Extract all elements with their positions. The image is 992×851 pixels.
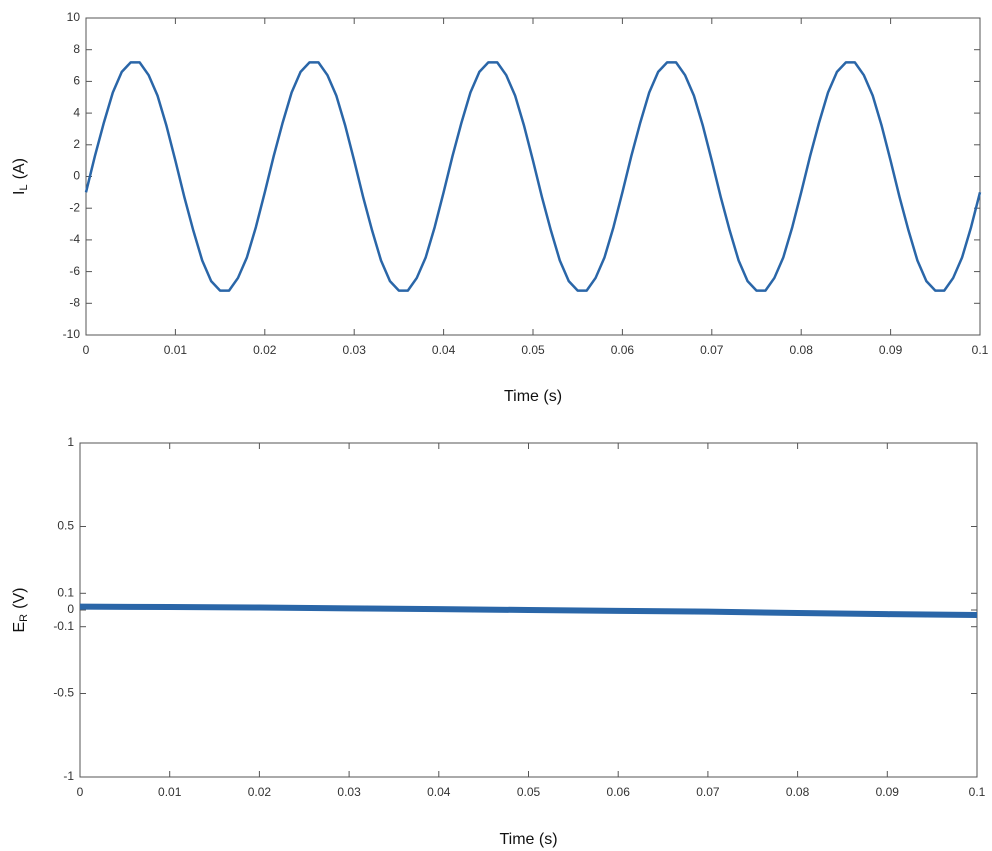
x-tick-label: 0.05 — [521, 343, 545, 357]
x-tick-label: 0.02 — [248, 785, 272, 799]
y-tick-label: -1 — [63, 769, 74, 783]
y-axis-label: IL (A) — [11, 158, 30, 195]
y-axis-label-main: I — [11, 191, 28, 195]
x-tick-label: 0.08 — [786, 785, 810, 799]
y-tick-label: -8 — [69, 295, 80, 309]
x-tick-label: 0.08 — [790, 343, 814, 357]
y-axis-label-unit: (A) — [11, 158, 28, 179]
data-line — [79, 603, 978, 619]
x-axis-label: Time (s) — [504, 388, 562, 405]
y-tick-label: 2 — [73, 137, 80, 151]
x-tick-label: 0.1 — [969, 785, 986, 799]
x-tick-label: 0 — [83, 343, 90, 357]
y-tick-label: -10 — [63, 327, 81, 341]
x-tick-label: 0.01 — [164, 343, 188, 357]
x-tick-label: 0.04 — [427, 785, 451, 799]
y-tick-label: 0.1 — [57, 585, 74, 599]
x-tick-label: 0 — [77, 785, 84, 799]
x-tick-label: 0.01 — [158, 785, 182, 799]
y-tick-label: 1 — [67, 435, 74, 449]
x-tick-label: 0.06 — [611, 343, 635, 357]
y-tick-label: 8 — [73, 42, 80, 56]
y-tick-label: -0.1 — [53, 619, 74, 633]
x-tick-label: 0.09 — [879, 343, 903, 357]
x-tick-label: 0.1 — [972, 343, 989, 357]
y-tick-label: -6 — [69, 264, 80, 278]
y-tick-label: -0.5 — [53, 686, 74, 700]
x-axis-label: Time (s) — [499, 831, 557, 848]
x-tick-label: 0.06 — [607, 785, 631, 799]
y-axis-label: ER (V) — [11, 588, 30, 633]
y-axis-label-sub: R — [18, 614, 30, 622]
y-axis-label-unit: (V) — [11, 588, 28, 609]
y-tick-label: -2 — [69, 200, 80, 214]
x-tick-label: 0.02 — [253, 343, 277, 357]
plot-frame — [85, 17, 981, 336]
x-tick-label: 0.05 — [517, 785, 541, 799]
y-axis-label-sub: L — [18, 184, 30, 190]
x-tick-label: 0.04 — [432, 343, 456, 357]
data-line — [84, 61, 982, 292]
x-tick-label: 0.07 — [700, 343, 724, 357]
x-tick-label: 0.07 — [696, 785, 720, 799]
y-tick-label: 6 — [73, 74, 80, 88]
x-tick-label: 0.03 — [343, 343, 367, 357]
y-tick-label: -4 — [69, 232, 80, 246]
y-tick-label: 4 — [73, 105, 80, 119]
y-tick-label: 10 — [67, 10, 81, 24]
y-tick-label: 0.5 — [57, 519, 74, 533]
x-tick-label: 0.03 — [337, 785, 361, 799]
y-tick-label: 0 — [73, 169, 80, 183]
y-tick-label: 0 — [67, 602, 74, 616]
y-axis-label-main: E — [11, 622, 28, 633]
x-tick-label: 0.09 — [876, 785, 900, 799]
